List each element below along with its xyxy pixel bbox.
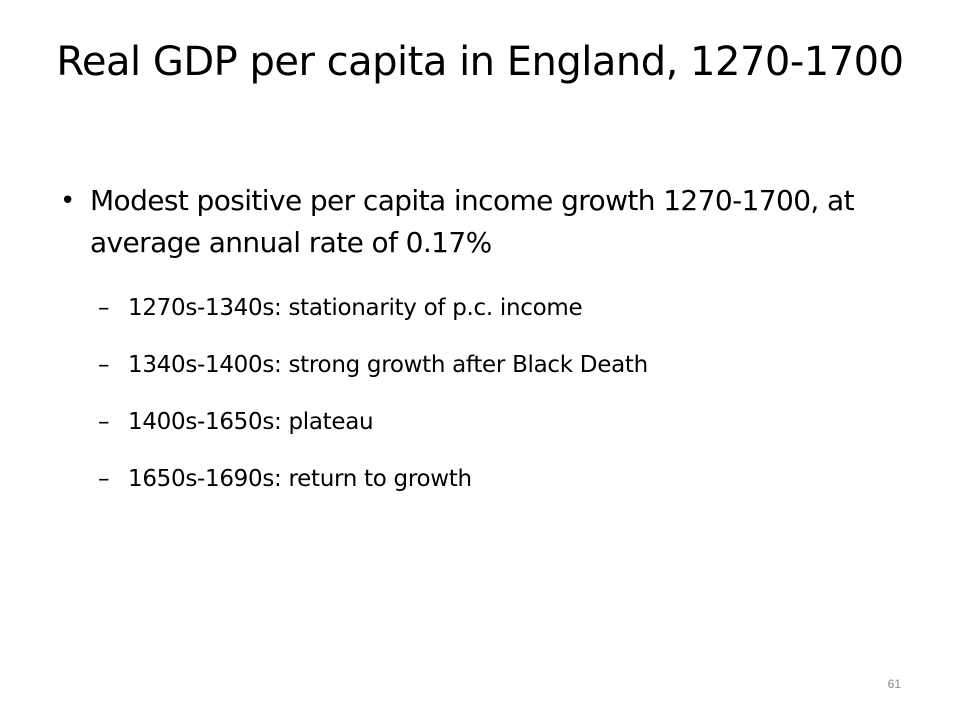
sub-bullet-text: 1650s-1690s: return to growth: [128, 466, 472, 492]
main-bullet-text: Modest positive per capita income growth…: [90, 184, 855, 259]
page-number: 61: [887, 677, 901, 691]
sub-bullet-text: 1400s-1650s: plateau: [128, 409, 374, 435]
dash-bullet-icon: –: [98, 295, 110, 321]
sub-bullet-item: – 1270s-1340s: stationarity of p.c. inco…: [98, 288, 888, 345]
bullet-dot-icon: •: [60, 186, 75, 216]
sub-bullet-list: – 1270s-1340s: stationarity of p.c. inco…: [98, 288, 888, 516]
dash-bullet-icon: –: [98, 409, 110, 435]
dash-bullet-icon: –: [98, 466, 110, 492]
dash-bullet-icon: –: [98, 352, 110, 378]
sub-bullet-item: – 1340s-1400s: strong growth after Black…: [98, 345, 888, 402]
sub-bullet-item: – 1650s-1690s: return to growth: [98, 459, 888, 516]
sub-bullet-text: 1270s-1340s: stationarity of p.c. income: [128, 295, 583, 321]
sub-bullet-item: – 1400s-1650s: plateau: [98, 402, 888, 459]
sub-bullet-text: 1340s-1400s: strong growth after Black D…: [128, 352, 648, 378]
main-bullet: • Modest positive per capita income grow…: [60, 180, 880, 264]
slide-title: Real GDP per capita in England, 1270-170…: [56, 39, 904, 85]
